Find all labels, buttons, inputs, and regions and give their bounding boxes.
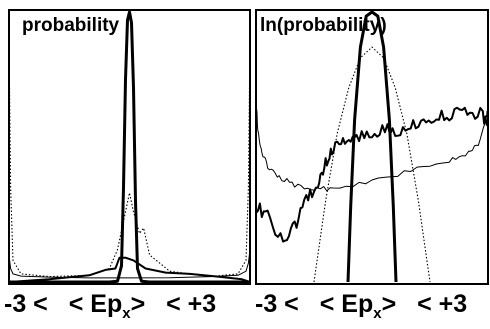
series-line-dotted xyxy=(8,38,251,278)
x-axis-min-tick: -3 < xyxy=(4,290,48,318)
panel-title-probability: probability xyxy=(22,15,120,36)
series-line-thick xyxy=(346,10,398,283)
x-axis-label-left: -3 < < Epx> < +3 xyxy=(4,289,216,329)
x-axis-label-right: -3 < < Epx> < +3 xyxy=(255,289,467,329)
x-axis-max-tick: < +3 xyxy=(417,290,468,318)
series-line-thick xyxy=(9,10,250,284)
series-line-dotted xyxy=(313,46,431,283)
series-line-medium xyxy=(8,256,251,283)
probability-panel xyxy=(8,9,251,285)
x-axis-min-tick: -3 < xyxy=(255,290,299,318)
series-line-thin xyxy=(8,249,251,279)
plot-frame xyxy=(255,9,489,285)
x-axis-max-tick: < +3 xyxy=(166,290,217,318)
series-line-thin xyxy=(255,100,489,192)
series-line-medium xyxy=(255,106,489,243)
x-axis-title: < Epx> xyxy=(319,290,397,322)
plot-frame xyxy=(8,9,251,285)
x-axis-title: < Epx> xyxy=(68,290,146,322)
panel-title-ln-probability: ln(probability) xyxy=(260,15,387,36)
ln-probability-panel xyxy=(255,9,489,285)
